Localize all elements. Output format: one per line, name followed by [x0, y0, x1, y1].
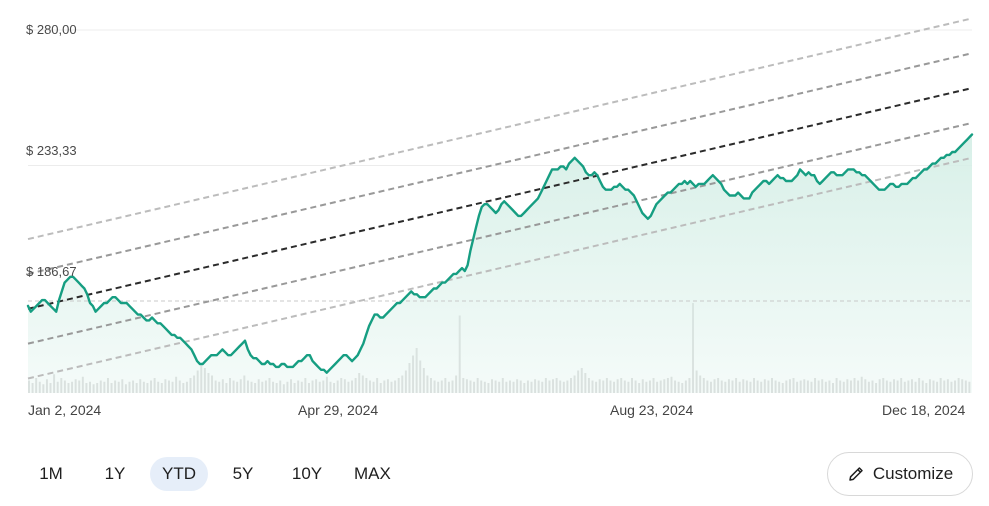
y-tick-label: $ 280,00 [26, 22, 77, 37]
range-button-1m[interactable]: 1M [22, 457, 80, 491]
trend-line [27, 17, 973, 241]
y-tick-label: $ 186,67 [26, 264, 77, 279]
customize-label: Customize [872, 464, 954, 483]
range-button-max[interactable]: MAX [342, 457, 403, 491]
x-tick-label: Aug 23, 2024 [610, 402, 694, 418]
range-button-10y[interactable]: 10Y [278, 457, 336, 491]
range-button-1y[interactable]: 1Y [86, 457, 144, 491]
x-tick-label: Jan 2, 2024 [28, 402, 102, 418]
y-tick-label: $ 233,33 [26, 143, 77, 158]
trend-line [27, 52, 973, 275]
customize-button[interactable]: Customize [827, 452, 973, 496]
trend-line [27, 87, 973, 310]
price-area-fill [28, 134, 972, 393]
x-tick-label: Apr 29, 2024 [298, 402, 379, 418]
x-tick-label: Dec 18, 2024 [882, 402, 966, 418]
pencil-icon [847, 465, 865, 483]
trend-line [27, 121, 973, 345]
range-button-ytd[interactable]: YTD [150, 457, 208, 491]
range-button-5y[interactable]: 5Y [214, 457, 272, 491]
price-chart[interactable] [0, 0, 989, 440]
time-range-selector: 1M 1Y YTD 5Y 10Y MAX [22, 457, 403, 491]
price-line [26, 133, 974, 374]
